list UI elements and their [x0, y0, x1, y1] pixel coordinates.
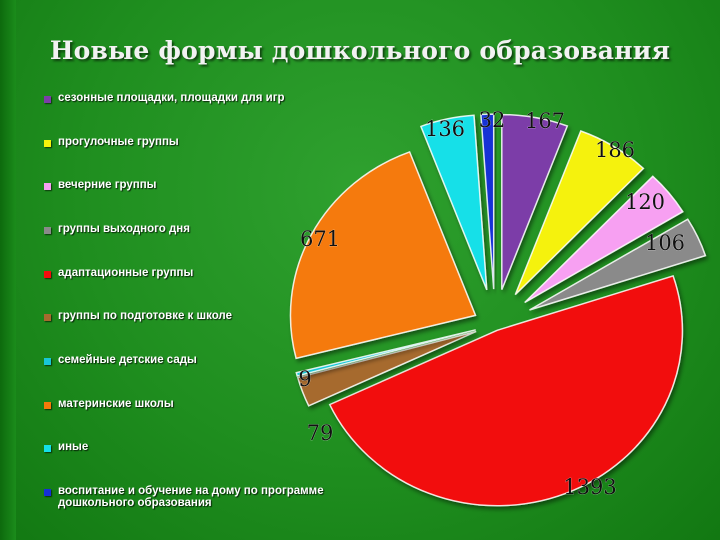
pie-slice [529, 218, 707, 311]
legend-label: адаптационные группы [58, 267, 194, 279]
data-label: 9 [298, 367, 311, 391]
data-label: 32 [479, 108, 506, 132]
legend-swatch [44, 445, 51, 452]
legend-swatch [44, 489, 51, 496]
legend-label: семейные детские сады [58, 354, 197, 366]
legend-label: иные [58, 441, 89, 453]
legend-swatch [44, 402, 51, 409]
legend-swatch [44, 183, 51, 190]
pie-slice [295, 329, 476, 377]
pie-slice [419, 114, 488, 291]
data-label: 120 [625, 190, 665, 214]
data-label: 671 [300, 227, 340, 251]
pie-slice [289, 150, 477, 360]
pie-slice [524, 175, 684, 304]
legend-swatch [44, 96, 51, 103]
legend-swatch [44, 271, 51, 278]
data-label: 167 [525, 109, 565, 133]
data-label: 1393 [563, 475, 616, 499]
data-label: 186 [595, 138, 635, 162]
legend-swatch [44, 358, 51, 365]
legend-swatch [44, 140, 51, 147]
legend-label: группы выходного дня [58, 223, 190, 235]
data-label: 136 [425, 117, 465, 141]
legend-label: материнские школы [58, 398, 174, 410]
left-accent-bar [0, 0, 16, 540]
legend-label: вечерние группы [58, 179, 157, 191]
pie-slice [480, 113, 495, 290]
slide-title: Новые формы дошкольного образования [49, 36, 671, 65]
legend-label: группы по подготовке к школе [58, 310, 232, 322]
legend-label: воспитание и обучение на дому по програм… [58, 485, 324, 509]
legend-label: сезонные площадки, площадки для игр [58, 92, 285, 104]
legend-swatch [44, 227, 51, 234]
pie-slice [328, 274, 684, 507]
pie-slice [296, 330, 477, 407]
legend-swatch [44, 314, 51, 321]
data-label: 79 [307, 421, 334, 445]
pie-slice [501, 113, 569, 290]
pie-slice [514, 130, 645, 296]
legend-label: прогулочные группы [58, 136, 179, 148]
data-label: 106 [645, 231, 685, 255]
